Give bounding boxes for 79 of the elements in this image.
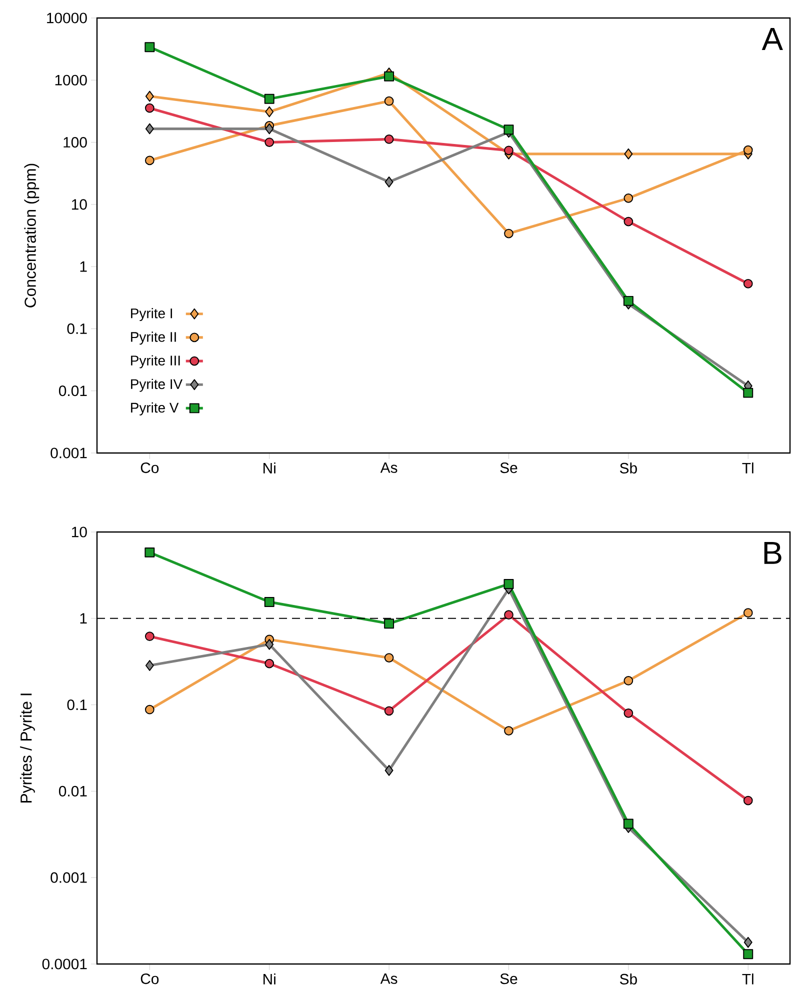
point — [264, 94, 274, 104]
legend-label: Pyrite IV — [131, 378, 183, 392]
y-tick-label: 0.001 — [50, 872, 87, 883]
y-tick-label: 0.01 — [58, 386, 87, 396]
point — [144, 42, 155, 52]
legend-label: Pyrite II — [131, 332, 176, 345]
point — [744, 936, 752, 948]
point — [265, 106, 274, 118]
point — [624, 708, 634, 718]
y-tick-label: 0.001 — [50, 448, 87, 458]
point — [743, 145, 753, 155]
x-tick-label: Co — [140, 973, 159, 984]
legend-label: Pyrite III — [131, 355, 180, 368]
point — [743, 608, 753, 618]
point — [264, 138, 274, 147]
point — [384, 71, 394, 82]
point — [384, 96, 394, 106]
point — [743, 279, 753, 288]
y-tick-label: 1 — [80, 261, 87, 272]
y-tick-label: 0.0001 — [42, 958, 87, 970]
x-tick-label: Se — [500, 462, 518, 474]
annotation: B — [764, 542, 782, 564]
x-tick-label: Sb — [620, 462, 637, 474]
point — [623, 296, 634, 306]
x-tick-label: Tl — [742, 973, 754, 984]
point — [504, 579, 514, 589]
point — [145, 90, 154, 102]
point — [145, 123, 154, 134]
point — [264, 658, 274, 668]
point — [504, 124, 514, 135]
point — [144, 547, 155, 558]
point — [384, 764, 394, 776]
point — [743, 949, 754, 960]
point — [624, 148, 633, 160]
y-tick-label: 10000 — [47, 12, 87, 24]
point — [384, 706, 394, 716]
point — [384, 618, 394, 629]
legend-label: Pyrite I — [131, 308, 172, 322]
x-tick-label: Co — [140, 462, 159, 474]
point — [264, 596, 274, 607]
x-tick-label: Ni — [264, 973, 276, 984]
y-tick-label: 0.01 — [58, 786, 87, 796]
point — [144, 156, 154, 166]
point — [144, 704, 154, 714]
y-tick-label: 10 — [72, 526, 87, 538]
y-tick-label: 1 — [80, 613, 87, 624]
y-tick-label: 10 — [72, 199, 87, 210]
point — [504, 610, 514, 620]
legend-label: Pyrite V — [131, 402, 179, 416]
annotation: A — [762, 28, 783, 50]
x-tick-label: Tl — [742, 462, 754, 474]
x-tick-label: Sb — [620, 973, 637, 984]
y-tick-label: 0.1 — [67, 700, 87, 710]
x-tick-label: Ni — [264, 462, 276, 474]
point — [384, 134, 394, 144]
point — [743, 796, 753, 806]
point — [144, 632, 154, 642]
point — [504, 146, 514, 156]
point — [384, 176, 394, 188]
point — [145, 660, 154, 671]
y-tick-label: 0.1 — [67, 323, 87, 334]
point — [504, 726, 514, 736]
x-tick-label: Se — [500, 973, 518, 984]
point — [384, 653, 394, 662]
point — [624, 676, 634, 686]
y-tick-label: 100 — [64, 136, 87, 148]
point — [144, 103, 154, 113]
y-tick-label: 1000 — [55, 74, 87, 86]
point — [624, 216, 634, 226]
point — [624, 194, 634, 203]
x-tick-label: As — [380, 462, 398, 473]
point — [504, 228, 514, 238]
point — [265, 638, 274, 650]
point — [743, 388, 754, 398]
point — [265, 123, 274, 134]
x-tick-label: As — [380, 973, 398, 984]
y-axis-title: Pyrites / Pyrite I — [20, 694, 35, 802]
y-axis-title: Concentration (ppm) — [24, 164, 40, 308]
point — [623, 818, 634, 829]
